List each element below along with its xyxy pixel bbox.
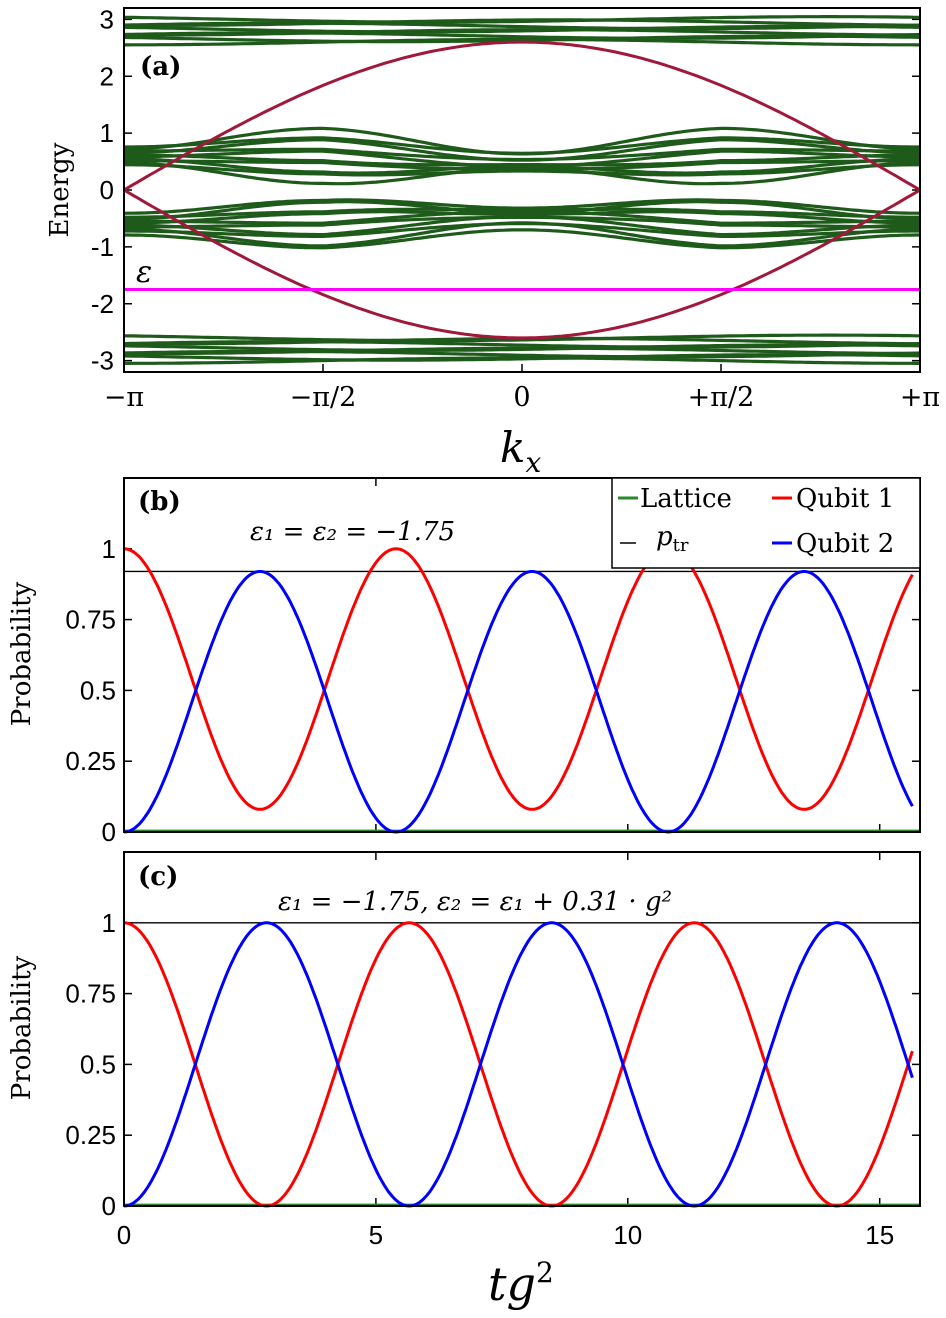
ytick-label: 0.75 [65,979,116,1009]
ytick-label: 0.25 [65,746,116,776]
panel-a-ticks: -3 -2 -1 0 1 2 3 −π −π/2 0 +π/2 +π [91,4,940,413]
bottom-xlabel: tg2 [488,1256,554,1311]
panel-a-energy-bands: -3 -2 -1 0 1 2 3 −π −π/2 0 +π/2 +π (a) ε Energy kx [45,4,940,479]
edge-state-lower [123,188,921,340]
band-line [124,222,920,238]
band-line [123,200,921,221]
a-xtick-label: +π [900,382,940,413]
panel-c-label: (c) [138,862,178,892]
xtick-label: 0 [117,1220,131,1250]
band-line [123,210,921,225]
tg-main: tg [488,1257,536,1311]
ytick-label: 0.75 [65,605,116,635]
a-ytick-label: -1 [91,232,114,262]
panel-a-frame [123,7,921,373]
ytick-label: 0.25 [65,1120,116,1150]
panel-a-edge-states [123,40,921,340]
a-xtick-label: −π [104,382,144,413]
ytick-label: 0.5 [80,675,116,705]
ytick-label: 0.5 [80,1049,116,1079]
band-line [123,15,920,24]
band-line [123,198,921,215]
legend-box [611,477,921,569]
ptr-main: p [656,522,673,552]
panel-b-label: (b) [138,487,181,517]
kx-main: k [500,423,525,472]
panel-b-annotation: ε₁ = ε₂ = −1.75 [250,517,455,547]
band-line [124,153,920,167]
qubit2-series [123,570,914,834]
a-ytick-label: 2 [100,61,114,91]
ytick-label: 0 [102,1191,116,1221]
panel-c-frame [123,851,921,1207]
band-line [124,163,920,177]
a-ytick-label: -3 [91,346,114,376]
band-line [124,207,920,219]
xtick-label: 10 [613,1220,642,1250]
band-line [124,126,920,156]
a-xtick-label: 0 [513,382,530,413]
panel-c-ylabel: Probability [7,955,37,1100]
panel-a-ylabel: Energy [45,142,75,237]
panel-a-label: (a) [140,52,181,82]
panel-c-curves [123,921,920,1208]
band-line [124,149,920,169]
legend-ptr-label: ptr [656,522,689,556]
ptr-sub: tr [673,535,689,556]
a-ytick-label: 1 [100,118,114,148]
kx-sub: x [525,446,541,479]
ytick-label: 1 [102,534,116,564]
a-ytick-label: 3 [100,4,114,34]
a-xtick-label: +π/2 [688,382,755,413]
legend-qubit1-label: Qubit 1 [796,484,894,514]
tg-sup: 2 [536,1256,554,1289]
qubit2-series [123,921,914,1208]
xtick-label: 15 [865,1220,894,1250]
edge-state-upper [123,40,921,192]
qubit1-series [123,547,914,811]
legend: Lattice Qubit 1 ptr Qubit 2 [611,477,921,569]
band-line [124,228,920,250]
ytick-label: 1 [102,908,116,938]
a-xtick-label: −π/2 [290,382,357,413]
panel-b-ylabel: Probability [7,581,37,726]
panel-c-annotation: ε₁ = −1.75, ε₂ = ε₁ + 0.31 · g² [278,887,672,917]
panel-a-band-lines [123,15,921,365]
band-line [124,138,920,162]
a-ytick-label: -2 [91,289,114,319]
qubit1-series [123,921,914,1208]
band-line [123,333,920,343]
panel-b-ticks: 0 0.25 0.5 0.75 1 [65,478,920,847]
epsilon-label: ε [136,255,152,290]
panel-b-curves [123,547,920,834]
xtick-label: 5 [369,1220,383,1250]
panel-b-probability: 0 0.25 0.5 0.75 1 (b) ε₁ = ε₂ = −1.75 Probab… [7,477,921,847]
a-ytick-label: 0 [100,175,114,205]
band-line [124,159,920,171]
legend-qubit2-label: Qubit 2 [796,529,894,559]
ytick-label: 0 [102,817,116,847]
band-line [124,215,920,229]
legend-lattice-label: Lattice [640,484,732,514]
panel-b-frame [123,477,921,833]
panel-a-xlabel: kx [500,423,541,479]
